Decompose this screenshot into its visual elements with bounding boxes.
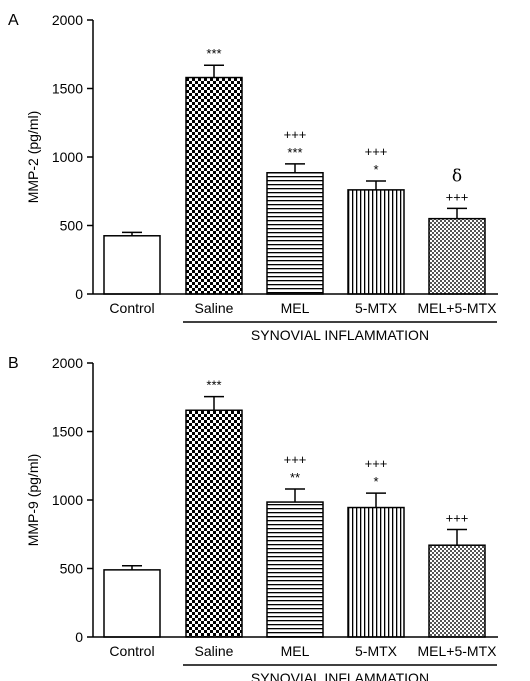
y-tick-label: 0 [75, 629, 83, 645]
panel-label: A [8, 12, 19, 29]
star-annotation: * [373, 162, 378, 177]
y-tick-label: 1000 [52, 149, 83, 165]
chart-panel-a: A Control *** Saline *** +++ MEL * +++ 5-MTX +++ δ M… [8, 12, 498, 343]
y-tick-label: 0 [75, 286, 83, 302]
bar-control [103, 569, 161, 638]
chart-panel-b: B Control *** Saline ** +++ MEL * +++ 5-MTX +++ MEL… [8, 355, 498, 681]
bar-5-mtx [347, 189, 405, 295]
delta-annotation: δ [452, 166, 462, 186]
x-tick-label: MEL+5-MTX [418, 643, 498, 659]
plus-annotation: +++ [446, 510, 469, 525]
y-tick-label: 1500 [52, 424, 83, 440]
plus-annotation: +++ [284, 452, 307, 467]
x-tick-label: 5-MTX [355, 643, 398, 659]
plus-annotation: +++ [446, 189, 469, 204]
y-tick-label: 1000 [52, 492, 83, 508]
plus-annotation: +++ [284, 127, 307, 142]
y-tick-label: 2000 [52, 12, 83, 28]
y-tick-label: 1500 [52, 81, 83, 97]
y-axis-label: MMP-9 (pg/ml) [25, 454, 41, 547]
bar-saline [185, 76, 243, 295]
star-annotation: ** [290, 470, 300, 485]
x-tick-label: MEL [281, 300, 310, 316]
x-tick-label: Saline [195, 643, 234, 659]
x-tick-label: Control [109, 300, 154, 316]
bar-mel [266, 172, 324, 295]
x-tick-label: 5-MTX [355, 300, 398, 316]
plus-annotation: +++ [365, 456, 388, 471]
group-label: SYNOVIAL INFLAMMATION [251, 670, 429, 681]
y-axis-label: MMP-2 (pg/ml) [25, 111, 41, 204]
plus-annotation: +++ [365, 144, 388, 159]
bar-mel [266, 501, 324, 638]
y-tick-label: 2000 [52, 355, 83, 371]
star-annotation: *** [206, 46, 221, 61]
x-tick-label: MEL+5-MTX [418, 300, 498, 316]
star-annotation: *** [287, 145, 302, 160]
y-tick-label: 500 [60, 561, 84, 577]
x-tick-label: Control [109, 643, 154, 659]
star-annotation: * [373, 474, 378, 489]
bar-control [103, 235, 161, 295]
star-annotation: *** [206, 378, 221, 393]
group-label: SYNOVIAL INFLAMMATION [251, 327, 429, 343]
bar-mel-5-mtx [428, 217, 486, 295]
bar-5-mtx [347, 506, 405, 638]
panel-label: B [8, 355, 19, 372]
y-tick-label: 500 [60, 218, 84, 234]
bar-saline [185, 409, 243, 638]
bar-mel-5-mtx [428, 544, 486, 638]
x-tick-label: Saline [195, 300, 234, 316]
x-tick-label: MEL [281, 643, 310, 659]
